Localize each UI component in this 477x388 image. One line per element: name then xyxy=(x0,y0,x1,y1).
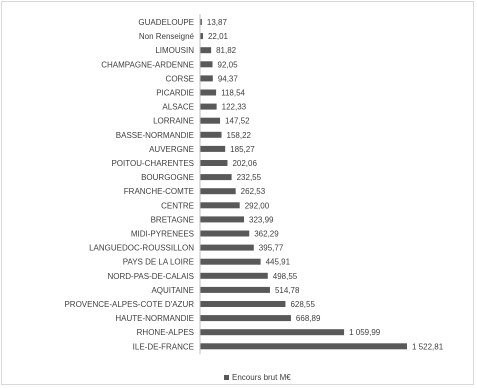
category-label: CORSE xyxy=(166,74,194,83)
bar xyxy=(200,272,268,279)
bar xyxy=(200,145,226,152)
category-label: POITOU-CHARENTES xyxy=(111,159,194,168)
category-label: RHONE-ALPES xyxy=(137,328,194,337)
value-label: 94,37 xyxy=(218,74,239,83)
category-label: AQUITAINE xyxy=(151,286,194,295)
category-label: BOURGOGNE xyxy=(141,173,194,182)
value-label: 202,06 xyxy=(232,159,257,168)
value-label: 292,00 xyxy=(245,201,270,210)
value-label: 498,55 xyxy=(273,272,298,281)
value-label: 514,78 xyxy=(275,286,300,295)
category-label: LORRAINE xyxy=(153,117,194,126)
bar xyxy=(200,188,236,195)
value-label: 628,55 xyxy=(290,300,315,309)
bar xyxy=(200,117,221,124)
value-label: 1 522,81 xyxy=(412,342,444,351)
category-label: CENTRE xyxy=(161,201,194,210)
category-label: PAYS DE LA LOIRE xyxy=(123,258,194,267)
category-label: MIDI-PYRENEES xyxy=(131,230,194,239)
category-label: LIMOUSIN xyxy=(155,46,194,55)
value-label: 395,77 xyxy=(259,244,284,253)
value-label: 147,52 xyxy=(225,117,250,126)
value-label: 13,87 xyxy=(207,18,228,27)
bar xyxy=(200,75,213,82)
bar xyxy=(200,286,270,293)
bar xyxy=(200,131,222,138)
category-label: FRANCHE-COMTE xyxy=(124,187,194,196)
value-label: 445,91 xyxy=(266,258,291,267)
legend-swatch xyxy=(224,375,229,380)
category-label: AUVERGNE xyxy=(149,145,194,154)
value-label: 668,89 xyxy=(296,314,321,323)
bar xyxy=(200,230,250,237)
value-label: 158,22 xyxy=(227,131,252,140)
value-label: 118,54 xyxy=(221,89,245,98)
category-label: CHAMPAGNE-ARDENNE xyxy=(101,60,194,69)
value-label: 323,99 xyxy=(249,215,274,224)
bars-layer: GUADELOUPE 13,87 Non Renseigné 22,01 LIMOUSI… xyxy=(64,18,443,351)
category-label: NORD-PAS-DE-CALAIS xyxy=(107,272,194,281)
value-label: 22,01 xyxy=(208,32,229,41)
value-label: 81,82 xyxy=(216,46,237,55)
bar xyxy=(200,216,245,223)
category-label: BASSE-NORMANDIE xyxy=(116,131,194,140)
value-label: 185,27 xyxy=(230,145,255,154)
legend: Encours brut M€ xyxy=(224,373,291,382)
value-label: 262,53 xyxy=(241,187,266,196)
bar xyxy=(200,174,232,181)
category-label: ILE-DE-FRANCE xyxy=(133,342,194,351)
bar xyxy=(200,329,345,336)
value-label: 122,33 xyxy=(222,103,247,112)
bar xyxy=(200,103,217,110)
category-label: ALSACE xyxy=(162,103,194,112)
value-label: 1 059,99 xyxy=(349,328,381,337)
bar xyxy=(200,244,254,251)
bar xyxy=(200,19,202,25)
category-label: PROVENCE-ALPES-COTE D'AZUR xyxy=(64,300,194,309)
category-label: LANGUEDOC-ROUSSILLON xyxy=(89,244,194,253)
category-label: PICARDIE xyxy=(156,89,194,98)
bar xyxy=(200,61,213,68)
category-label: GUADELOUPE xyxy=(138,18,194,27)
category-label: BRETAGNE xyxy=(151,215,194,224)
value-label: 92,05 xyxy=(218,60,239,69)
bar xyxy=(200,301,286,307)
value-label: 232,55 xyxy=(237,173,262,182)
bar xyxy=(200,202,240,209)
legend-label: Encours brut M€ xyxy=(232,373,291,382)
bar xyxy=(200,33,203,40)
bar xyxy=(200,258,261,265)
bar xyxy=(200,160,228,166)
value-label: 362,29 xyxy=(254,230,279,239)
category-label: HAUTE-NORMANDIE xyxy=(115,314,194,323)
bar xyxy=(200,89,217,96)
bar xyxy=(200,315,291,322)
category-label: Non Renseigné xyxy=(139,32,195,41)
bar xyxy=(200,343,407,350)
bar xyxy=(200,47,212,54)
